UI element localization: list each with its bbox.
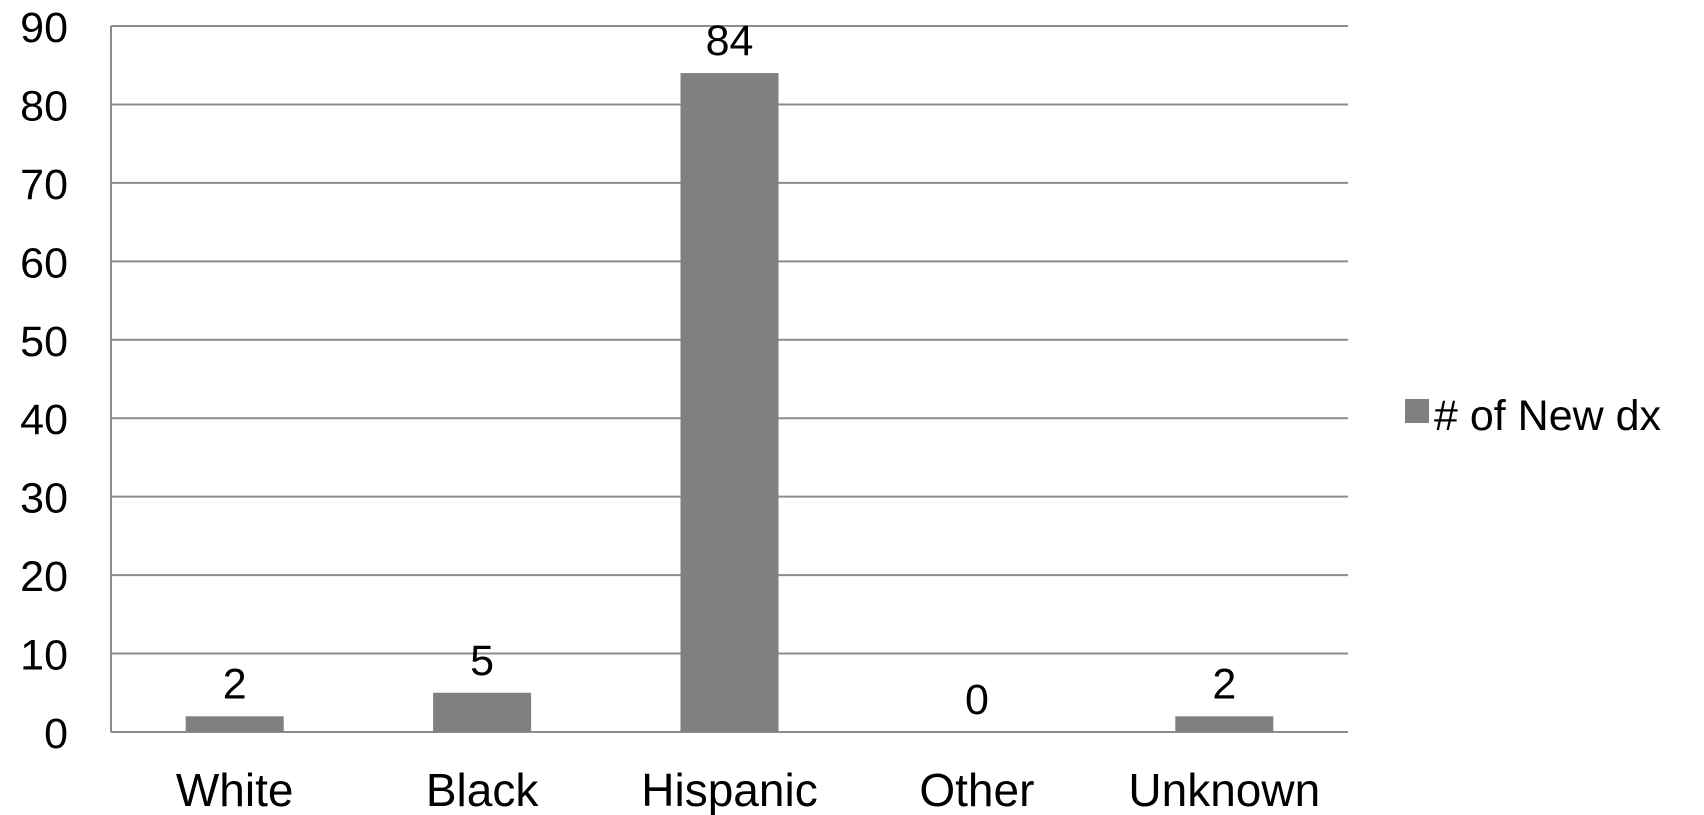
x-tick-label: Hispanic <box>641 764 817 815</box>
bar-black <box>433 692 532 732</box>
data-labels: 2 5 84 0 2 <box>223 17 1237 724</box>
y-tick-label: 90 <box>20 4 68 52</box>
data-label: 2 <box>223 660 247 708</box>
data-label: 5 <box>470 637 494 685</box>
y-tick-label: 30 <box>20 475 68 523</box>
x-tick-label: Black <box>426 764 539 815</box>
y-tick-label: 50 <box>20 318 68 366</box>
bar-white <box>185 716 284 732</box>
x-tick-label: White <box>176 764 294 815</box>
y-tick-label: 60 <box>20 239 68 287</box>
data-label: 84 <box>706 17 754 65</box>
bar-unknown <box>1175 716 1274 732</box>
y-tick-label: 40 <box>20 396 68 444</box>
y-axis-tick-labels: 0 10 20 30 40 50 60 70 80 90 <box>20 4 68 758</box>
bars <box>185 73 1274 733</box>
x-tick-label: Other <box>919 764 1034 815</box>
legend-label: # of New dx <box>1434 392 1662 440</box>
data-label: 2 <box>1212 660 1236 708</box>
x-tick-label: Unknown <box>1128 764 1320 815</box>
legend-swatch <box>1405 399 1429 423</box>
y-tick-label: 0 <box>44 710 68 758</box>
y-tick-label: 10 <box>20 632 68 680</box>
y-tick-label: 20 <box>20 553 68 601</box>
bar-hispanic <box>680 73 779 733</box>
legend: # of New dx <box>1405 392 1662 440</box>
data-label: 0 <box>965 676 989 724</box>
x-axis-category-labels: White Black Hispanic Other Unknown <box>176 764 1320 815</box>
y-tick-label: 70 <box>20 161 68 209</box>
y-tick-label: 80 <box>20 82 68 130</box>
